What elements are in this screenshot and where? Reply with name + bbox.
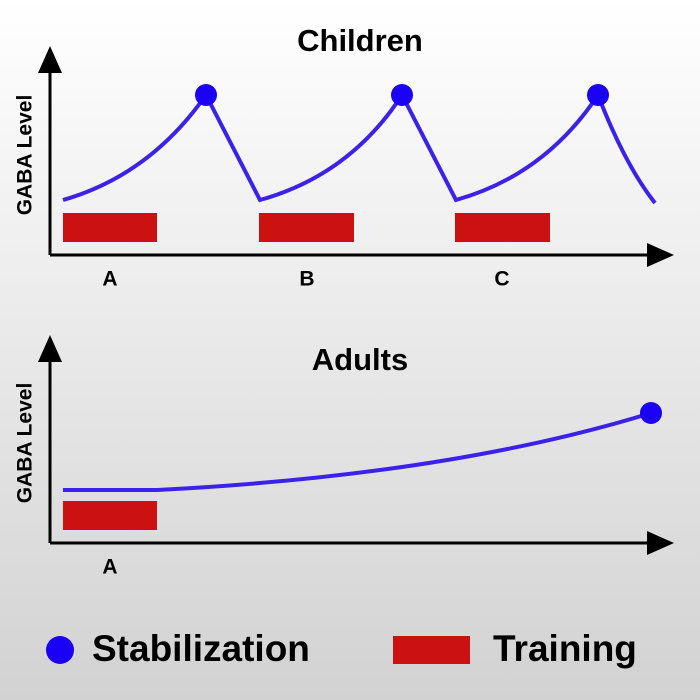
training-bar	[63, 213, 157, 242]
y-axis-label: GABA Level	[14, 95, 37, 216]
panel-title: Children	[297, 23, 423, 58]
y-axis-label: GABA Level	[14, 383, 37, 504]
stabilization-dot	[391, 84, 413, 106]
stabilization-dot	[587, 84, 609, 106]
panel-title: Adults	[312, 342, 408, 377]
training-label: B	[299, 268, 314, 291]
training-bar	[63, 501, 157, 530]
gaba-curve	[63, 411, 652, 492]
legend-label: Stabilization	[92, 628, 310, 669]
training-label: A	[102, 556, 117, 579]
training-label: C	[494, 268, 509, 291]
training-bar	[455, 213, 550, 242]
legend-marker	[393, 636, 470, 664]
stabilization-dot	[640, 402, 662, 424]
training-label: A	[102, 268, 117, 291]
legend-label: Training	[493, 628, 637, 669]
legend-marker	[46, 636, 74, 664]
training-bar	[259, 213, 354, 242]
stabilization-dot	[195, 84, 217, 106]
